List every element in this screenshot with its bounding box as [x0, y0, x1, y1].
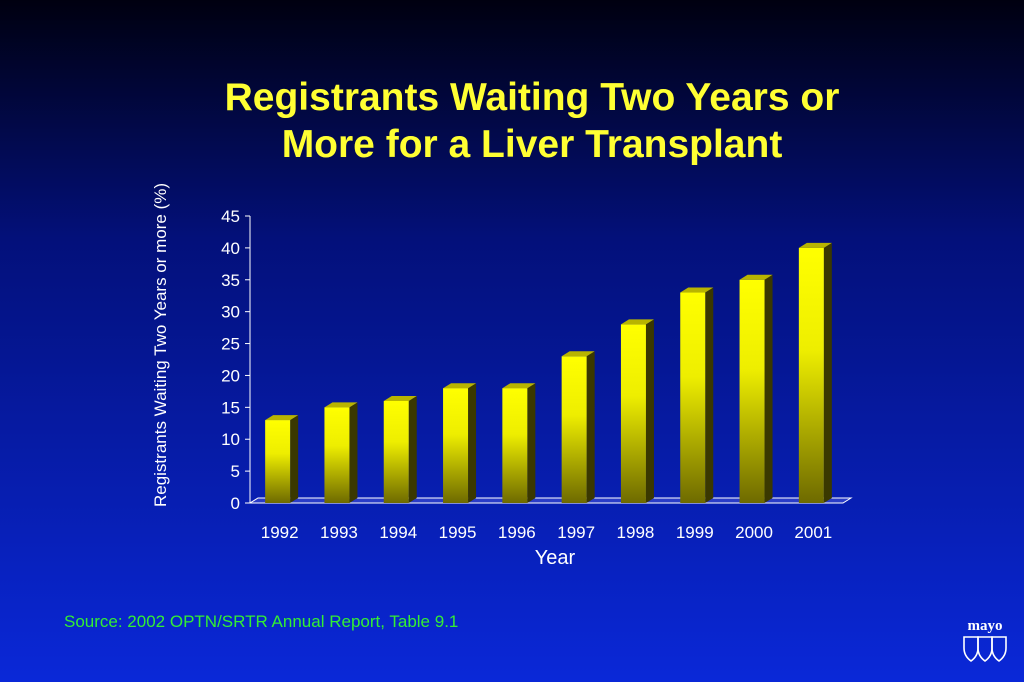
y-axis-label: Registrants Waiting Two Years or more (%…: [151, 183, 170, 507]
bar-side: [349, 402, 358, 503]
y-tick-label: 30: [221, 303, 240, 322]
bar-cap: [561, 351, 595, 357]
bar-front: [443, 388, 469, 503]
y-tick-label: 40: [221, 239, 240, 258]
source-note: Source: 2002 OPTN/SRTR Annual Report, Ta…: [64, 612, 459, 631]
y-tick-label: 0: [231, 494, 240, 513]
bar-1998: [620, 319, 654, 503]
y-tick-label: 20: [221, 366, 240, 385]
bar-front: [561, 356, 587, 503]
bar-front: [383, 400, 409, 503]
bar-cap: [798, 242, 832, 248]
y-tick-label: 15: [221, 398, 240, 417]
bar-cap: [739, 274, 773, 280]
bar-side: [586, 351, 595, 503]
y-tick-label: 5: [231, 462, 240, 481]
x-tick-label: 1996: [498, 523, 536, 542]
mayo-wordmark: mayo: [967, 618, 1003, 634]
y-tick-label: 45: [221, 207, 240, 226]
y-axis-ticks: 0 5 10 15 20 25 30 35 40 45: [221, 207, 250, 513]
bar-1992: [265, 415, 299, 503]
bar-cap: [620, 319, 654, 325]
bar-front: [620, 324, 646, 503]
x-tick-label: 1992: [261, 523, 299, 542]
bar-front: [324, 407, 350, 503]
bar-front: [502, 388, 528, 503]
chart-bars: [265, 242, 832, 503]
x-tick-label: 1994: [379, 523, 417, 542]
bar-1995: [443, 383, 477, 503]
bar-side: [527, 383, 536, 503]
bar-front: [739, 279, 765, 503]
bar-side: [823, 242, 832, 503]
chart-title-line-1: Registrants Waiting Two Years or: [224, 76, 840, 119]
x-tick-label: 1999: [676, 523, 714, 542]
bar-cap: [443, 383, 477, 389]
chart-title: Registrants Waiting Two Years or More fo…: [0, 74, 1024, 168]
bar-1999: [680, 287, 714, 503]
y-tick-label: 35: [221, 271, 240, 290]
x-tick-label: 1997: [557, 523, 595, 542]
bar-front: [680, 292, 706, 503]
bar-side: [290, 415, 299, 503]
bar-side: [764, 274, 773, 503]
bar-1996: [502, 383, 536, 503]
bar-front: [798, 247, 824, 503]
bar-front: [265, 420, 291, 503]
x-axis-label: Year: [535, 547, 576, 569]
bar-cap: [383, 395, 417, 401]
y-tick-label: 10: [221, 430, 240, 449]
bar-cap: [502, 383, 536, 389]
bar-1994: [383, 395, 417, 503]
bar-side: [645, 319, 654, 503]
x-tick-label: 1995: [439, 523, 477, 542]
x-tick-label: 2001: [794, 523, 832, 542]
x-tick-label: 2000: [735, 523, 773, 542]
chart-title-line-2: More for a Liver Transplant: [281, 123, 783, 166]
bar-cap: [265, 415, 299, 421]
bar-cap: [324, 402, 358, 408]
bar-side: [468, 383, 477, 503]
x-tick-label: 1998: [617, 523, 655, 542]
bar-1997: [561, 351, 595, 503]
mayo-shields-icon: [963, 636, 1007, 662]
y-tick-label: 25: [221, 335, 240, 354]
x-tick-label: 1993: [320, 523, 358, 542]
bar-2001: [798, 242, 832, 503]
bar-1993: [324, 402, 358, 503]
mayo-logo: mayo: [960, 618, 1010, 668]
bar-side: [705, 287, 714, 503]
bar-cap: [680, 287, 714, 293]
bar-2000: [739, 274, 773, 503]
bar-side: [408, 395, 417, 503]
x-axis-ticks: 1992 1993 1994 1995 1996 1997 1998 1999 2000 2001: [261, 523, 833, 542]
